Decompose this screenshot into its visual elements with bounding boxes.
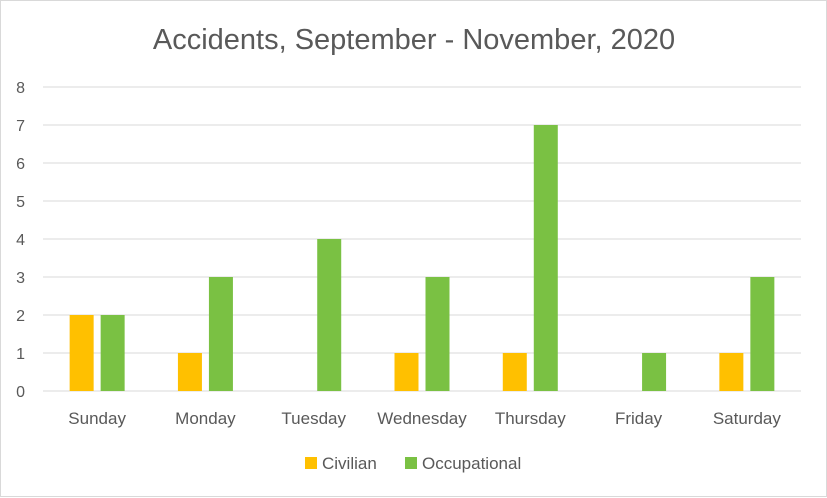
bar-civilian-sunday	[69, 315, 94, 391]
bar-occupational-monday	[208, 277, 233, 391]
legend-swatch-occupational	[405, 457, 417, 469]
bar-occupational-wednesday	[425, 277, 450, 391]
y-tick-label: 4	[16, 232, 25, 249]
x-tick-label: Tuesday	[281, 409, 346, 428]
bar-occupational-thursday	[533, 125, 558, 391]
bar-occupational-saturday	[750, 277, 775, 391]
bar-civilian-monday	[177, 353, 202, 391]
y-tick-label: 0	[16, 384, 25, 401]
y-tick-label: 6	[16, 156, 25, 173]
y-tick-label: 7	[16, 118, 25, 135]
bar-civilian-thursday	[502, 353, 527, 391]
x-tick-label: Friday	[615, 409, 663, 428]
x-tick-label: Sunday	[68, 409, 126, 428]
bar-occupational-friday	[642, 353, 667, 391]
bar-civilian-wednesday	[394, 353, 419, 391]
legend-label-civilian: Civilian	[322, 454, 377, 473]
y-tick-label: 1	[16, 346, 25, 363]
y-tick-label: 2	[16, 308, 25, 325]
bar-occupational-sunday	[100, 315, 125, 391]
chart-title: Accidents, September - November, 2020	[153, 24, 675, 56]
bar-civilian-saturday	[719, 353, 744, 391]
bars	[69, 125, 775, 391]
x-tick-label: Monday	[175, 409, 236, 428]
x-tick-label: Wednesday	[377, 409, 467, 428]
y-tick-label: 3	[16, 270, 25, 287]
legend: Civilian Occupational	[305, 454, 521, 473]
y-tick-label: 8	[16, 80, 25, 97]
x-tick-label: Thursday	[495, 409, 566, 428]
bar-occupational-tuesday	[317, 239, 342, 391]
y-tick-label: 5	[16, 194, 25, 211]
legend-label-occupational: Occupational	[422, 454, 521, 473]
legend-swatch-civilian	[305, 457, 317, 469]
gridlines	[43, 86, 801, 392]
y-axis-ticks: 0 1 2 3 4 5 6 7 8	[16, 80, 25, 401]
x-tick-label: Saturday	[713, 409, 782, 428]
x-axis-ticks: Sunday Monday Tuesday Wednesday Thursday Frid…	[68, 409, 781, 428]
